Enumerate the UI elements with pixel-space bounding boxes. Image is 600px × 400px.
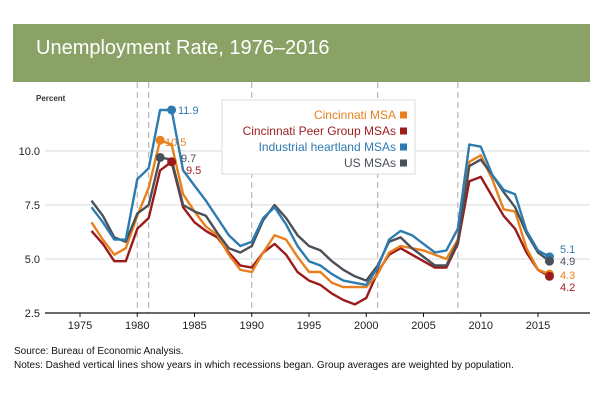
- data-label: 4.2: [560, 282, 575, 294]
- data-label: 11.9: [178, 105, 199, 117]
- legend-swatch: [400, 159, 407, 167]
- y-tick-label: 2.5: [25, 308, 40, 320]
- x-tick-label: 1975: [68, 320, 92, 332]
- legend-swatch: [400, 143, 407, 151]
- data-label: 5.1: [560, 244, 575, 256]
- data-label: 9.5: [186, 165, 201, 177]
- x-tick-label: 2010: [469, 320, 493, 332]
- data-label: 4.9: [560, 256, 575, 268]
- x-tick-label: 1995: [297, 320, 321, 332]
- data-label: 10.5: [165, 137, 186, 149]
- x-tick-label: 1990: [240, 320, 264, 332]
- legend-swatch: [400, 111, 407, 119]
- legend-label: US MSAs: [344, 156, 396, 170]
- x-tick-label: 2000: [354, 320, 378, 332]
- y-axis-label: Percent: [36, 94, 66, 103]
- data-label: 4.3: [560, 270, 575, 282]
- notes: Notes: Dashed vertical lines show years …: [14, 360, 514, 371]
- title-bar: Unemployment Rate, 1976–2016: [13, 24, 590, 82]
- legend-label: Cincinnati Peer Group MSAs: [243, 124, 396, 138]
- chart-title: Unemployment Rate, 1976–2016: [36, 37, 330, 59]
- series-line-cincinnati-msa: [90, 138, 550, 289]
- series-line-us-msas: [90, 156, 551, 282]
- legend-label: Industrial heartland MSAs: [259, 140, 396, 154]
- x-tick-label: 2005: [411, 320, 435, 332]
- y-tick-label: 5.0: [25, 254, 40, 266]
- legend-label: Cincinnati MSA: [314, 108, 396, 122]
- data-point-marker: [155, 152, 165, 162]
- data-label: 9.7: [181, 153, 196, 165]
- data-point-marker: [544, 271, 554, 281]
- x-tick-label: 2015: [526, 320, 550, 332]
- x-tick-label: 1980: [125, 320, 149, 332]
- source-note: Source: Bureau of Economic Analysis.: [14, 346, 184, 357]
- data-point-marker: [544, 256, 554, 266]
- data-point-marker: [167, 105, 177, 115]
- x-tick-label: 1985: [182, 320, 206, 332]
- y-tick-label: 10.0: [19, 146, 40, 158]
- legend-swatch: [400, 127, 407, 135]
- data-point-marker: [155, 135, 165, 145]
- series-line-cincinnati-peer-group-msas: [90, 160, 551, 306]
- y-tick-label: 7.5: [25, 200, 40, 212]
- data-point-marker: [167, 157, 177, 167]
- legend-box: [221, 99, 416, 175]
